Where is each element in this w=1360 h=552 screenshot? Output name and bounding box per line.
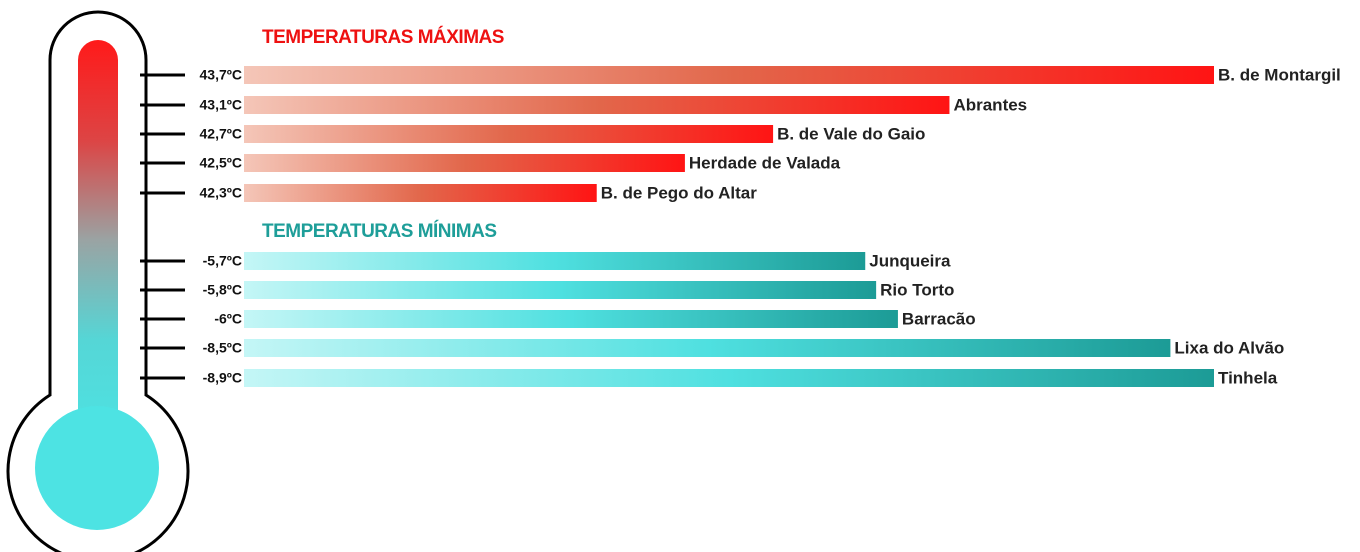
value-label: 43,1ºC [200, 97, 242, 113]
value-label: -8,9ºC [203, 370, 242, 386]
value-label: -5,7ºC [203, 253, 242, 269]
bar [244, 125, 774, 143]
category-label: Abrantes [953, 95, 1027, 114]
value-label: -5,8ºC [203, 282, 242, 298]
thermometer [6, 10, 190, 552]
chart-title: TEMPERATURAS MÁXIMAS [262, 26, 504, 48]
value-label: -6ºC [214, 311, 242, 327]
category-label: Herdade de Valada [689, 153, 841, 172]
value-label: 42,5ºC [200, 155, 242, 171]
bar [244, 339, 1171, 357]
category-label: B. de Montargil [1218, 65, 1341, 84]
bar [244, 252, 866, 270]
category-label: Rio Torto [880, 280, 954, 299]
category-label: B. de Vale do Gaio [777, 124, 925, 143]
bar [244, 310, 898, 328]
bar [244, 281, 877, 299]
category-label: Lixa do Alvão [1174, 338, 1284, 357]
chart-title: TEMPERATURAS MÍNIMAS [262, 220, 497, 242]
bar [244, 369, 1214, 387]
bar [244, 96, 950, 114]
category-label: Barracão [902, 309, 976, 328]
value-label: 42,3ºC [200, 185, 242, 201]
value-label: 43,7ºC [200, 67, 242, 83]
category-label: Junqueira [869, 251, 951, 270]
bar [244, 66, 1214, 84]
bar [244, 154, 685, 172]
bar [244, 184, 597, 202]
category-label: B. de Pego do Altar [601, 183, 758, 202]
value-label: -8,5ºC [203, 340, 242, 356]
value-label: 42,7ºC [200, 126, 242, 142]
category-label: Tinhela [1218, 368, 1278, 387]
